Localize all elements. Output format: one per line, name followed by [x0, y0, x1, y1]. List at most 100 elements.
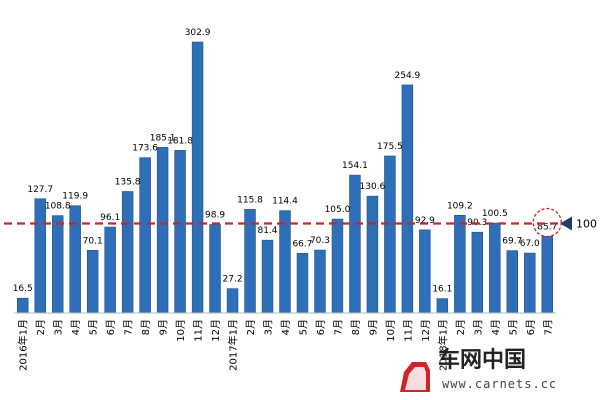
- watermark-brand: 车网中国: [438, 347, 526, 373]
- bar-value-label: 108.8: [45, 202, 71, 212]
- bar: [454, 215, 466, 314]
- bar-value-label: 127.7: [27, 185, 53, 195]
- watermark-url: www.carnets.cc: [442, 377, 557, 391]
- bar: [314, 249, 326, 314]
- x-tick-label: 2月: [35, 319, 47, 335]
- x-tick-label: 2月: [455, 319, 467, 335]
- x-tick-label: 10月: [385, 319, 397, 342]
- x-tick-label: 12月: [210, 319, 222, 342]
- bar-value-label: 254.9: [395, 71, 421, 81]
- x-tick-label: 7月: [123, 319, 135, 335]
- x-tick-label: 5月: [297, 319, 309, 335]
- x-tick-label: 2016年1月: [17, 319, 30, 371]
- bar-value-label: 27.2: [223, 275, 243, 285]
- x-tick-label: 11月: [193, 319, 205, 342]
- x-tick-label: 12月: [420, 319, 432, 342]
- bar: [51, 215, 64, 314]
- bar-value-label: 70.1: [83, 236, 103, 246]
- bar-value-label: 173.6: [132, 144, 158, 154]
- bar-value-label: 69.7: [502, 237, 522, 247]
- bar: [401, 84, 414, 314]
- bar: [541, 236, 553, 314]
- reference-line-label: 100: [576, 218, 597, 231]
- x-tick-label: 8月: [140, 319, 152, 335]
- bar-value-label: 92.9: [415, 216, 435, 226]
- bar-value-label: 96.1: [100, 213, 120, 223]
- x-tick-label: 3月: [53, 319, 65, 335]
- bar: [104, 226, 116, 314]
- x-tick-labels-group: 2016年1月 2月 3月 4月 5月 6月 7月 8月 9月 10月 11月 12月 2017年1月 2…: [17, 319, 555, 371]
- bar-value-label: 105.0: [325, 205, 351, 215]
- bar: [366, 195, 379, 314]
- bar: [156, 147, 169, 314]
- x-tick-label: 3月: [472, 319, 484, 335]
- bar-value-label: 67.0: [520, 239, 540, 249]
- bar-value-label: 16.5: [13, 284, 33, 294]
- highlight-circle: [532, 207, 562, 238]
- bar: [489, 222, 501, 314]
- bar-value-label: 114.4: [272, 197, 298, 207]
- bars-group: [17, 41, 553, 314]
- bar: [244, 209, 256, 314]
- bar-value-label: 100.5: [482, 209, 508, 219]
- x-tick-label: 9月: [367, 319, 379, 335]
- x-tick-label: 9月: [158, 319, 170, 335]
- bar: [436, 298, 449, 314]
- bar-value-label: 135.8: [115, 178, 141, 188]
- bar-value-label: 16.1: [432, 285, 452, 295]
- bar: [261, 239, 274, 314]
- x-tick-label: 5月: [88, 319, 100, 335]
- bar-value-label: 85.7: [537, 222, 557, 232]
- bar: [174, 150, 186, 314]
- bar-value-label: 66.7: [292, 239, 312, 249]
- bar-value-label: 70.3: [310, 236, 330, 246]
- x-tick-label: 7月: [542, 319, 554, 335]
- x-tick-label: 2017年1月: [227, 319, 240, 371]
- bar: [34, 198, 46, 314]
- bar-value-label: 175.5: [377, 142, 403, 152]
- bar: [191, 41, 204, 314]
- bar-value-label: 109.2: [447, 201, 473, 211]
- reference-marker-icon: [560, 216, 572, 231]
- x-tick-label: 5月: [507, 319, 519, 335]
- bar-value-label: 115.8: [237, 195, 263, 205]
- watermark-logo: 车网中国 www.carnets.cc: [400, 347, 557, 392]
- bar: [69, 205, 81, 314]
- bar: [471, 231, 484, 314]
- bar: [331, 218, 344, 314]
- car-logo-icon: [400, 362, 430, 392]
- bar: [121, 191, 134, 314]
- bar: [384, 155, 396, 314]
- bar: [524, 252, 536, 314]
- bar: [86, 249, 99, 314]
- bar: [17, 297, 29, 314]
- bar: [296, 253, 309, 314]
- bar-value-label: 181.8: [167, 136, 193, 146]
- bar-value-label: 119.9: [62, 192, 88, 202]
- bar: [279, 210, 291, 314]
- x-tick-label: 2月: [245, 319, 257, 335]
- x-tick-label: 2018年1月: [436, 319, 449, 371]
- bar-value-label: 98.9: [205, 211, 225, 221]
- bar: [506, 250, 519, 314]
- bar: [419, 229, 431, 314]
- bar-value-label: 302.9: [185, 28, 211, 38]
- x-tick-label: 4月: [280, 319, 292, 335]
- bar-value-label: 185.1: [150, 133, 176, 143]
- bar: [209, 224, 221, 314]
- x-tick-label: 11月: [402, 319, 414, 342]
- x-tick-label: 6月: [525, 319, 537, 335]
- x-tick-label: 6月: [105, 319, 117, 335]
- x-tick-label: 4月: [490, 319, 502, 335]
- x-tick-label: 6月: [315, 319, 327, 335]
- bar: [139, 157, 151, 314]
- x-tick-label: 7月: [332, 319, 344, 335]
- x-tick-label: 8月: [350, 319, 362, 335]
- bar: [349, 174, 361, 314]
- bar: [226, 288, 239, 314]
- bar-value-label: 154.1: [342, 161, 368, 171]
- x-tick-label: 4月: [70, 319, 82, 335]
